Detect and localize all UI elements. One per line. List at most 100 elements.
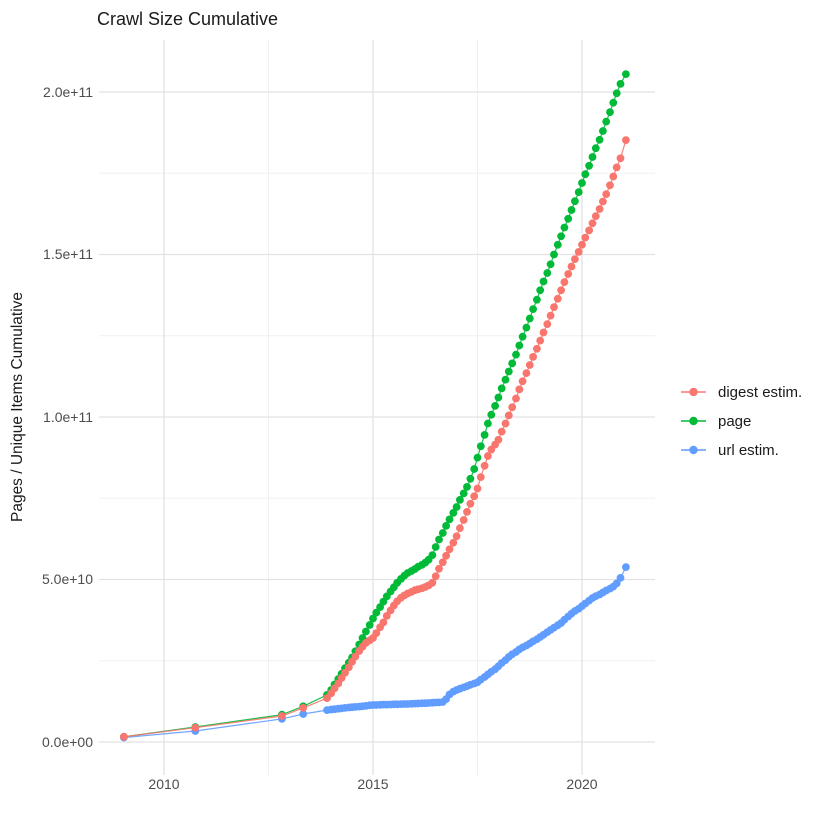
data-point	[539, 277, 548, 286]
data-point	[588, 219, 597, 228]
data-point	[560, 223, 569, 232]
data-point	[470, 492, 479, 501]
data-point	[515, 385, 524, 394]
data-point	[463, 483, 471, 491]
data-point	[571, 197, 579, 206]
y-tick-label: 5.0e+10	[42, 571, 93, 587]
data-point	[449, 538, 458, 547]
data-point	[581, 233, 590, 242]
data-point	[564, 214, 573, 223]
y-tick-label: 0.0e+00	[42, 734, 93, 750]
data-point	[585, 161, 593, 170]
data-point	[487, 410, 496, 419]
data-point	[525, 361, 534, 369]
data-point	[379, 618, 388, 627]
x-tick-label: 2010	[148, 776, 179, 792]
data-point	[494, 435, 503, 444]
data-point	[435, 535, 443, 544]
data-point	[382, 612, 391, 620]
data-point	[504, 367, 513, 376]
data-point	[612, 163, 621, 172]
data-point	[365, 621, 374, 629]
data-point	[435, 564, 443, 573]
data-point	[602, 117, 611, 126]
data-point	[341, 668, 349, 677]
data-point	[449, 509, 458, 517]
data-point	[591, 144, 600, 153]
data-point	[622, 563, 630, 571]
data-point	[525, 314, 534, 323]
data-point	[536, 336, 545, 345]
data-point	[470, 465, 479, 473]
data-point	[518, 332, 527, 341]
data-point	[512, 350, 520, 359]
data-point	[529, 305, 537, 313]
data-point	[557, 232, 565, 241]
data-point	[543, 269, 552, 277]
data-point	[546, 260, 555, 269]
data-point	[501, 419, 510, 428]
legend-point-icon	[689, 387, 698, 397]
data-point	[522, 369, 531, 377]
legend-point-icon	[689, 445, 698, 455]
legend-label: digest estim.	[718, 384, 802, 401]
data-point	[567, 262, 576, 271]
data-point	[588, 153, 597, 161]
data-point	[578, 179, 586, 187]
data-point	[456, 524, 464, 532]
y-axis-title: Pages / Unique Items Cumulative	[9, 292, 26, 522]
data-point	[508, 359, 517, 368]
gridlines-minor	[99, 40, 655, 775]
data-point	[529, 353, 537, 361]
x-tick-label: 2015	[357, 776, 388, 792]
data-point	[497, 384, 506, 393]
data-point	[120, 732, 128, 741]
data-point	[438, 558, 447, 567]
data-point	[564, 270, 573, 278]
data-point	[606, 108, 614, 116]
data-point	[512, 394, 520, 403]
data-point	[459, 516, 468, 524]
data-point	[616, 574, 625, 582]
legend-item-page: page	[681, 413, 751, 430]
data-point	[553, 240, 562, 249]
data-point	[491, 402, 499, 410]
data-point	[431, 543, 440, 551]
data-point	[616, 154, 625, 163]
data-point	[591, 212, 600, 221]
data-point	[543, 320, 552, 328]
data-point	[278, 712, 286, 720]
data-point	[484, 452, 492, 460]
data-point	[351, 652, 360, 661]
data-point	[553, 294, 562, 303]
data-point	[571, 255, 579, 263]
data-point	[612, 579, 621, 588]
data-point	[476, 442, 485, 451]
data-point	[518, 377, 527, 386]
data-point	[595, 205, 604, 213]
data-point	[456, 496, 464, 504]
y-tick-label: 2.0e+11	[43, 84, 93, 100]
data-point	[428, 578, 437, 587]
data-point	[480, 431, 489, 439]
data-point	[473, 484, 482, 493]
data-point	[602, 190, 611, 199]
data-point	[533, 344, 541, 353]
data-point	[606, 181, 614, 190]
data-point	[501, 375, 510, 384]
data-point	[480, 461, 489, 470]
data-point	[609, 98, 618, 107]
data-point	[550, 303, 558, 311]
data-point	[452, 532, 461, 541]
data-point	[466, 499, 475, 508]
data-point	[299, 704, 308, 712]
series-url-estim-	[120, 563, 630, 742]
x-tick-label: 2020	[566, 776, 597, 792]
data-point	[609, 172, 618, 181]
data-point	[504, 411, 513, 420]
data-point	[560, 278, 569, 286]
y-tick-label: 1.0e+11	[43, 409, 93, 425]
data-point	[369, 614, 377, 623]
